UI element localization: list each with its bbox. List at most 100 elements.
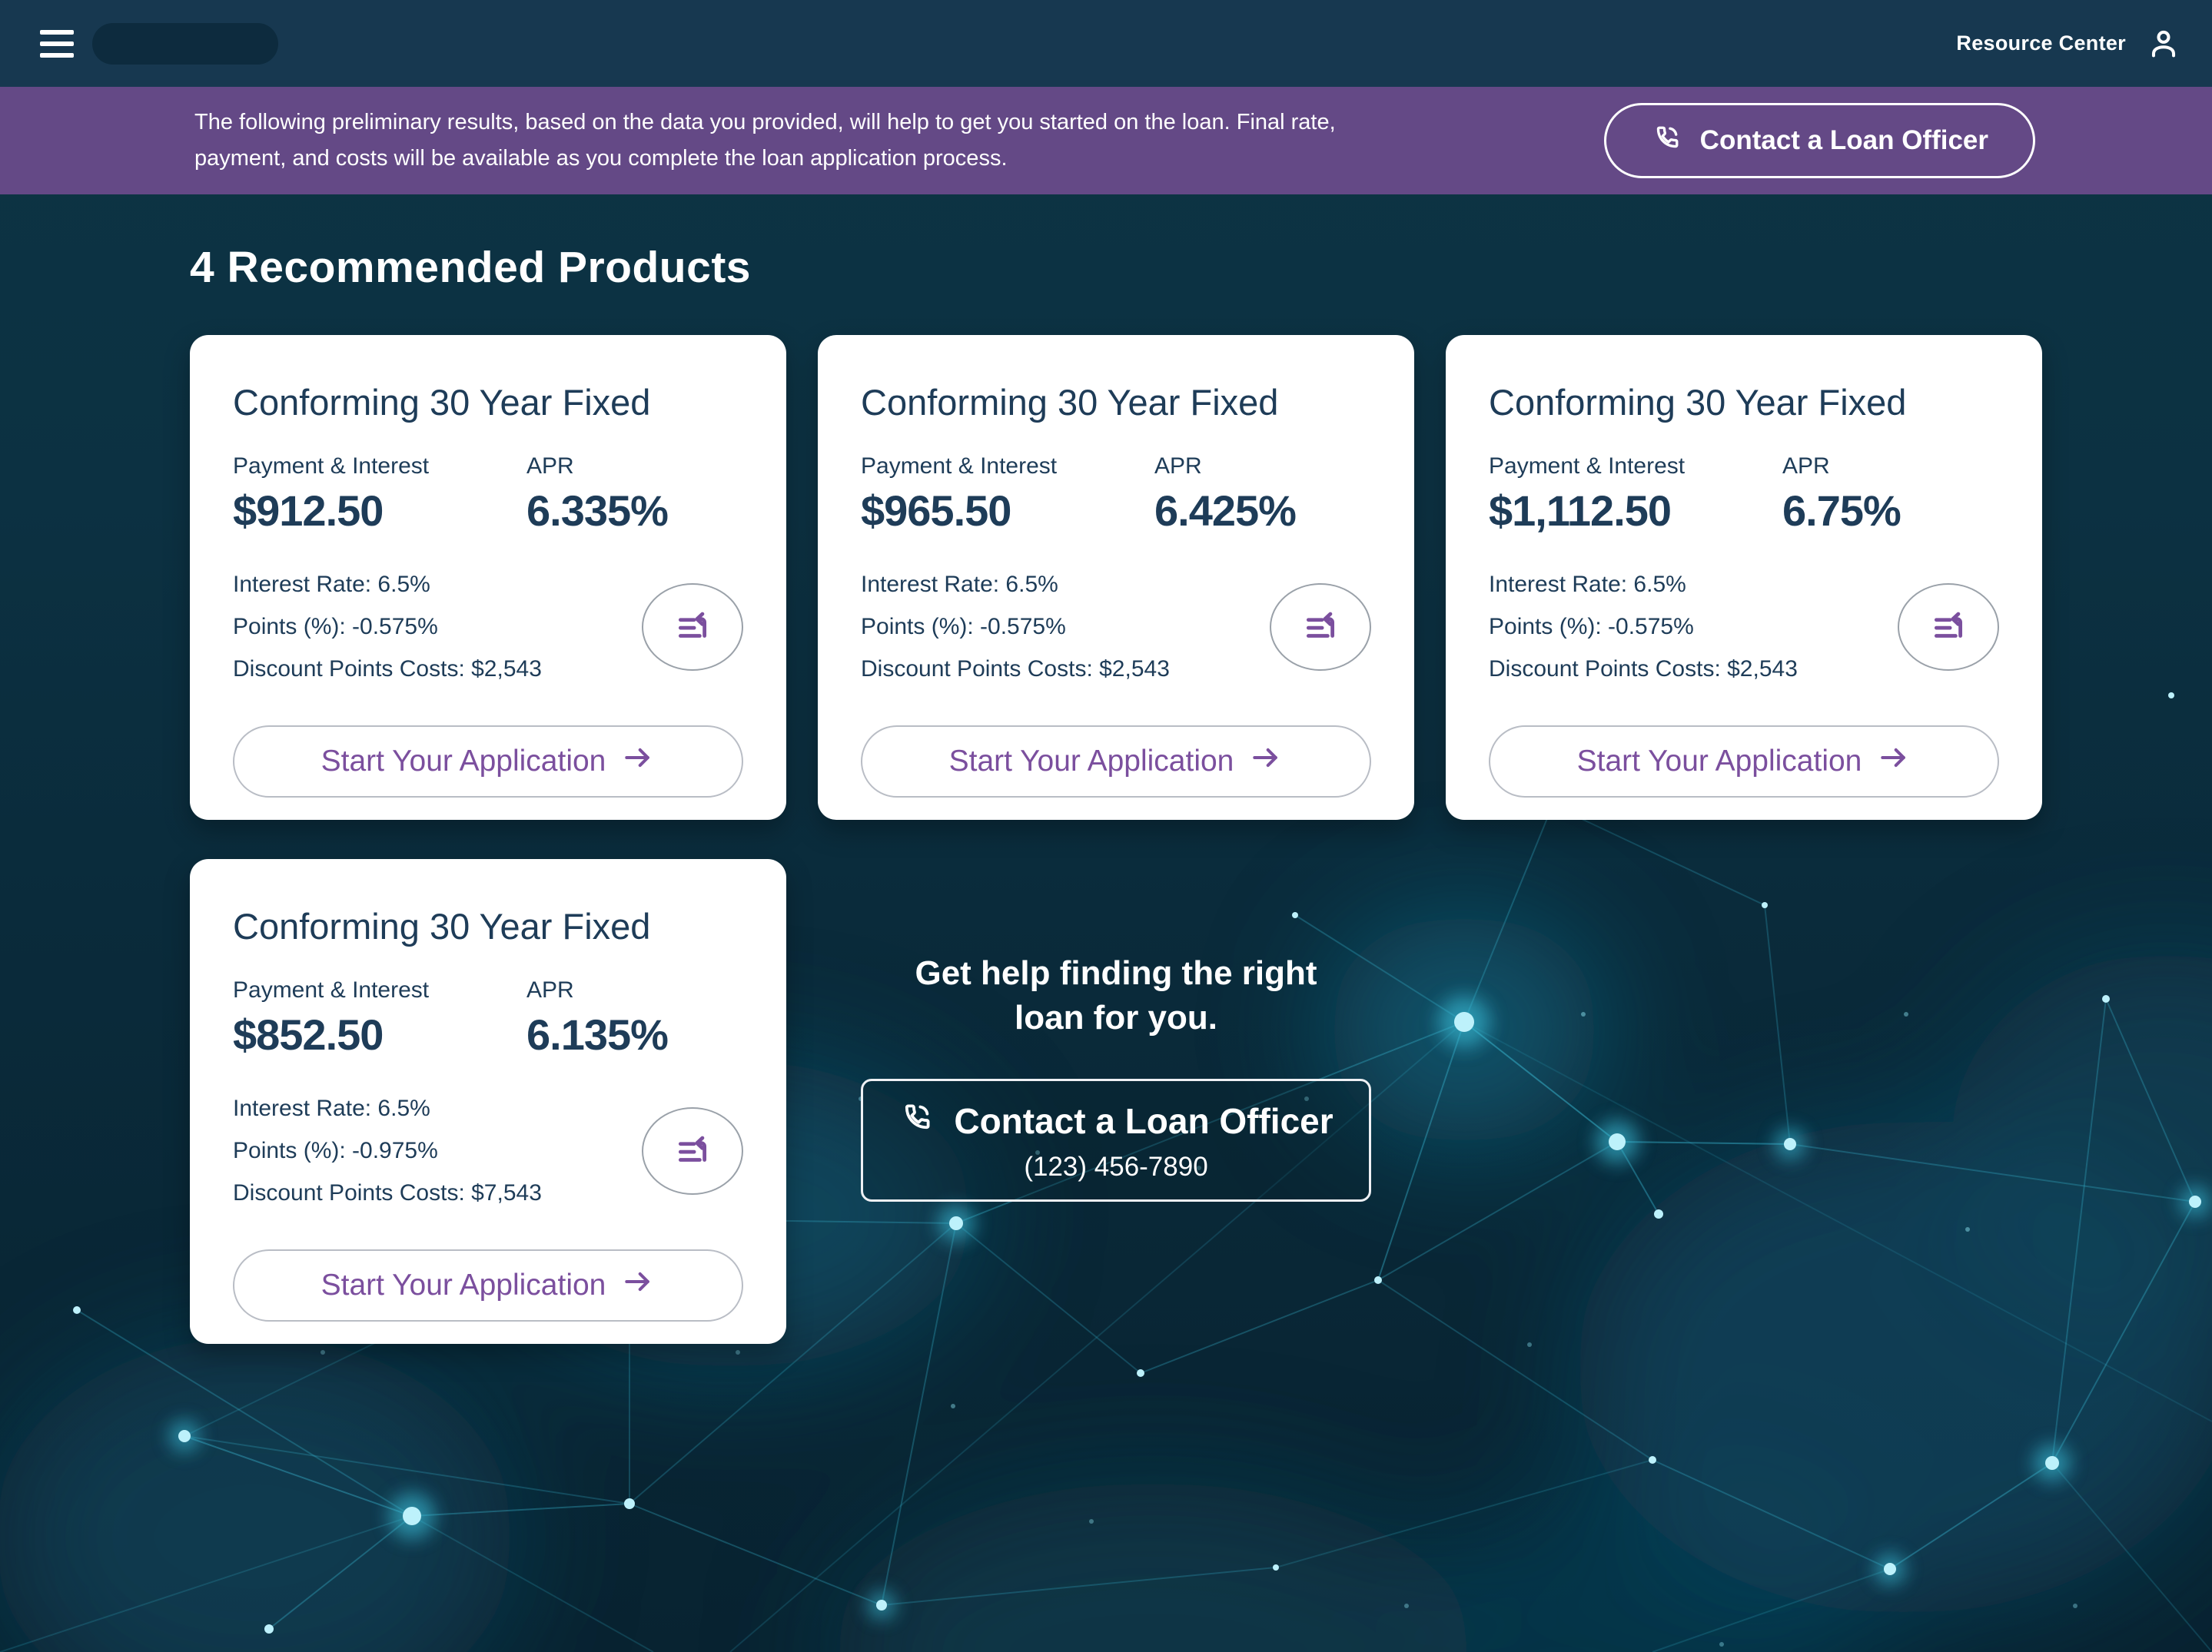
interest-rate: Interest Rate: 6.5% [1489, 572, 1686, 597]
contact-loan-officer-button-bottom[interactable]: Contact a Loan Officer (123) 456-7890 [861, 1079, 1371, 1202]
points: Points (%): -0.575% [1489, 614, 1694, 639]
payment-value: $965.50 [861, 486, 1011, 535]
product-card-1: Conforming 30 Year Fixed Payment & Inter… [190, 335, 786, 820]
card-details: Interest Rate: 6.5% Points (%): -0.975% … [233, 1087, 642, 1214]
start-application-label: Start Your Application [321, 1269, 606, 1302]
compare-icon [1929, 606, 1968, 647]
start-application-label: Start Your Application [948, 745, 1234, 778]
arrow-right-icon [1249, 741, 1283, 782]
discount-points: Discount Points Costs: $2,543 [1489, 656, 1798, 682]
compare-icon [1301, 606, 1340, 647]
menu-bar [40, 41, 74, 46]
card-details: Interest Rate: 6.5% Points (%): -0.575% … [861, 563, 1270, 690]
start-application-button[interactable]: Start Your Application [233, 725, 743, 798]
arrow-right-icon [1877, 741, 1911, 782]
help-title-line2: loan for you. [1015, 999, 1217, 1037]
card-title: Conforming 30 Year Fixed [233, 906, 651, 947]
payment-stat: Payment & Interest $912.50 [233, 453, 526, 536]
card-stats: Payment & Interest $1,112.50 APR 6.75% [1489, 453, 1999, 536]
apr-stat: APR 6.135% [526, 977, 669, 1060]
card-details: Interest Rate: 6.5% Points (%): -0.575% … [1489, 563, 1898, 690]
help-title-line1: Get help finding the right [915, 954, 1317, 992]
apr-value: 6.425% [1154, 486, 1297, 535]
card-title: Conforming 30 Year Fixed [233, 382, 651, 423]
start-application-button[interactable]: Start Your Application [861, 725, 1371, 798]
page-title: 4 Recommended Products [190, 243, 752, 292]
payment-value: $1,112.50 [1489, 486, 1672, 535]
points: Points (%): -0.575% [233, 614, 438, 639]
discount-points: Discount Points Costs: $2,543 [233, 656, 542, 682]
card-details-row: Interest Rate: 6.5% Points (%): -0.575% … [233, 563, 743, 690]
apr-value: 6.75% [1782, 486, 1901, 535]
product-card-3: Conforming 30 Year Fixed Payment & Inter… [1446, 335, 2042, 820]
phone-icon [898, 1099, 935, 1144]
user-icon[interactable] [2146, 26, 2181, 61]
payment-stat: Payment & Interest $1,112.50 [1489, 453, 1782, 536]
apr-label: APR [526, 977, 574, 1003]
card-details: Interest Rate: 6.5% Points (%): -0.575% … [233, 563, 642, 690]
apr-label: APR [1782, 453, 1830, 479]
compare-button[interactable] [642, 582, 743, 671]
payment-label: Payment & Interest [233, 453, 430, 479]
contact-loan-officer-label: Contact a Loan Officer [954, 1101, 1334, 1141]
card-title: Conforming 30 Year Fixed [1489, 382, 1907, 423]
card-stats: Payment & Interest $852.50 APR 6.135% [233, 977, 743, 1060]
menu-icon[interactable] [40, 29, 74, 58]
card-title: Conforming 30 Year Fixed [861, 382, 1279, 423]
payment-value: $852.50 [233, 1010, 384, 1059]
interest-rate: Interest Rate: 6.5% [233, 1096, 430, 1121]
compare-button[interactable] [642, 1106, 743, 1195]
menu-bar [40, 52, 74, 58]
contact-btn-top: Contact a Loan Officer [898, 1099, 1334, 1144]
points: Points (%): -0.575% [861, 614, 1066, 639]
interest-rate: Interest Rate: 6.5% [233, 572, 430, 597]
help-section: Get help finding the right loan for you.… [818, 859, 1414, 1344]
apr-label: APR [1154, 453, 1202, 479]
card-details-row: Interest Rate: 6.5% Points (%): -0.975% … [233, 1087, 743, 1214]
product-card-2: Conforming 30 Year Fixed Payment & Inter… [818, 335, 1414, 820]
payment-label: Payment & Interest [1489, 453, 1686, 479]
contact-loan-officer-label: Contact a Loan Officer [1699, 125, 1988, 155]
nav-right: Resource Center [1956, 26, 2181, 61]
menu-bar [40, 29, 74, 35]
results-banner: The following preliminary results, based… [0, 87, 2212, 194]
banner-message: The following preliminary results, based… [194, 110, 1336, 171]
compare-button[interactable] [1270, 582, 1371, 671]
resource-center-link[interactable]: Resource Center [1956, 32, 2126, 55]
compare-icon [673, 606, 712, 647]
contact-loan-officer-button[interactable]: Contact a Loan Officer [1603, 103, 2035, 178]
arrow-right-icon [621, 1265, 655, 1306]
points: Points (%): -0.975% [233, 1138, 438, 1163]
logo-placeholder[interactable] [92, 22, 278, 65]
navbar: Resource Center [0, 0, 2212, 87]
compare-icon [673, 1130, 712, 1171]
apr-stat: APR 6.75% [1782, 453, 1901, 536]
arrow-right-icon [621, 741, 655, 782]
payment-label: Payment & Interest [861, 453, 1058, 479]
start-application-button[interactable]: Start Your Application [1489, 725, 1999, 798]
main-content: 4 Recommended Products Conforming 30 Yea… [0, 242, 2212, 1344]
apr-stat: APR 6.335% [526, 453, 669, 536]
product-card-4: Conforming 30 Year Fixed Payment & Inter… [190, 859, 786, 1344]
phone-icon [1651, 121, 1683, 161]
product-cards: Conforming 30 Year Fixed Payment & Inter… [190, 335, 2042, 1344]
help-title: Get help finding the right loan for you. [915, 951, 1317, 1040]
interest-rate: Interest Rate: 6.5% [861, 572, 1058, 597]
compare-button[interactable] [1898, 582, 1999, 671]
payment-stat: Payment & Interest $852.50 [233, 977, 526, 1060]
discount-points: Discount Points Costs: $2,543 [861, 656, 1170, 682]
payment-label: Payment & Interest [233, 977, 430, 1003]
payment-stat: Payment & Interest $965.50 [861, 453, 1154, 536]
start-application-label: Start Your Application [1576, 745, 1862, 778]
discount-points: Discount Points Costs: $7,543 [233, 1180, 542, 1206]
payment-value: $912.50 [233, 486, 384, 535]
apr-label: APR [526, 453, 574, 479]
contact-phone: (123) 456-7890 [1024, 1151, 1208, 1182]
apr-value: 6.135% [526, 1010, 669, 1059]
start-application-label: Start Your Application [321, 745, 606, 778]
start-application-button[interactable]: Start Your Application [233, 1249, 743, 1322]
apr-value: 6.335% [526, 486, 669, 535]
card-stats: Payment & Interest $912.50 APR 6.335% [233, 453, 743, 536]
apr-stat: APR 6.425% [1154, 453, 1297, 536]
